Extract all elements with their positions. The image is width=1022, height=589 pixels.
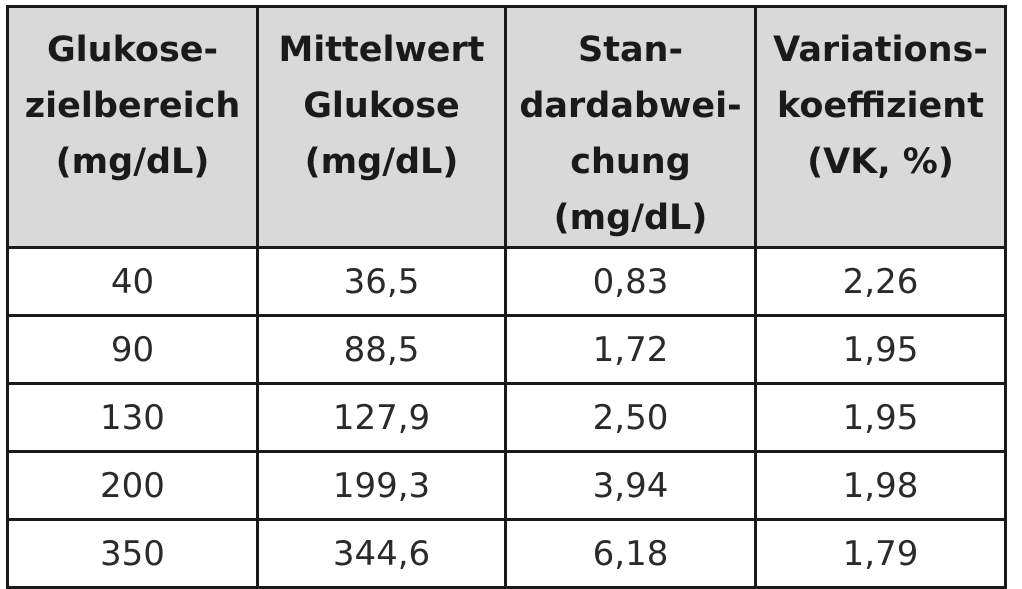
header-line: (mg/dL) (55, 142, 210, 182)
table-body: 40 36,5 0,83 2,26 90 88,5 1,72 1,95 130 … (6, 246, 1007, 589)
cell-mean-glucose: 88,5 (256, 314, 507, 385)
header-line: (mg/dL) (304, 142, 459, 182)
header-line: Variations- (773, 30, 988, 70)
cell-coefficient-of-variation: 1,98 (754, 450, 1007, 521)
header-line: Stan- (578, 30, 683, 70)
table-header: Glukose- zielbereich (mg/dL) Mittelwert … (6, 5, 1007, 249)
cell-standard-deviation: 3,94 (504, 450, 757, 521)
cell-standard-deviation: 1,72 (504, 314, 757, 385)
header-line: Glukose- (46, 30, 219, 70)
cell-mean-glucose: 199,3 (256, 450, 507, 521)
header-line: (VK, %) (807, 142, 954, 182)
header-line: koeffizient (777, 86, 984, 126)
cell-target-range: 130 (6, 382, 259, 453)
cell-mean-glucose: 127,9 (256, 382, 507, 453)
cell-mean-glucose: 36,5 (256, 246, 507, 317)
table-row: 130 127,9 2,50 1,95 (6, 382, 1007, 453)
header-line: (mg/dL) (553, 198, 708, 238)
header-mean-glucose: Mittelwert Glukose (mg/dL) (256, 5, 507, 249)
cell-standard-deviation: 6,18 (504, 518, 757, 589)
table-row: 40 36,5 0,83 2,26 (6, 246, 1007, 317)
cell-mean-glucose: 344,6 (256, 518, 507, 589)
cell-standard-deviation: 2,50 (504, 382, 757, 453)
cell-target-range: 200 (6, 450, 259, 521)
cell-standard-deviation: 0,83 (504, 246, 757, 317)
header-line: dardabwei- (519, 86, 742, 126)
cell-coefficient-of-variation: 2,26 (754, 246, 1007, 317)
header-row: Glukose- zielbereich (mg/dL) Mittelwert … (6, 5, 1007, 249)
cell-target-range: 90 (6, 314, 259, 385)
cell-coefficient-of-variation: 1,79 (754, 518, 1007, 589)
cell-target-range: 40 (6, 246, 259, 317)
header-line: zielbereich (24, 86, 241, 126)
header-line: chung (570, 142, 691, 182)
glucose-accuracy-table: Glukose- zielbereich (mg/dL) Mittelwert … (6, 5, 1007, 589)
header-standard-deviation: Stan- dardabwei- chung (mg/dL) (504, 5, 757, 249)
table-row: 90 88,5 1,72 1,95 (6, 314, 1007, 385)
cell-coefficient-of-variation: 1,95 (754, 382, 1007, 453)
header-line: Glukose (303, 86, 460, 126)
cell-target-range: 350 (6, 518, 259, 589)
table-row: 200 199,3 3,94 1,98 (6, 450, 1007, 521)
cell-coefficient-of-variation: 1,95 (754, 314, 1007, 385)
header-glucose-target-range: Glukose- zielbereich (mg/dL) (6, 5, 259, 249)
header-coefficient-of-variation: Variations- koeffizient (VK, %) (754, 5, 1007, 249)
table-row: 350 344,6 6,18 1,79 (6, 518, 1007, 589)
header-line: Mittelwert (278, 30, 485, 70)
